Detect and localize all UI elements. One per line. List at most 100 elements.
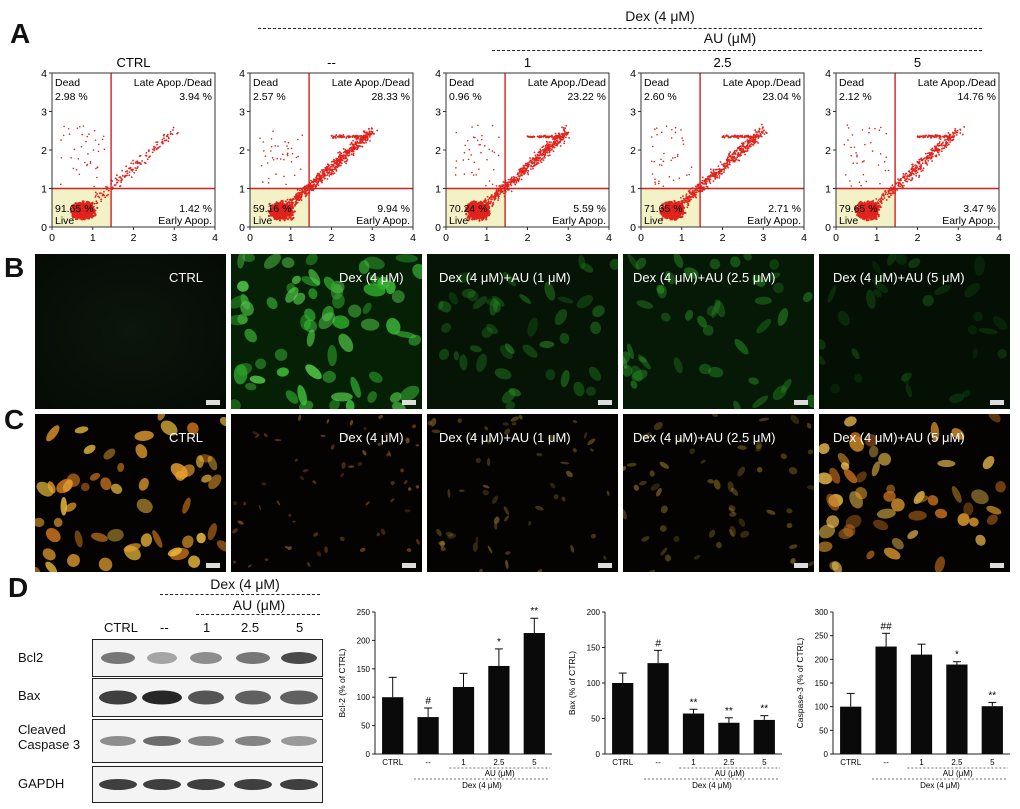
x-tick-label: 4 xyxy=(996,232,1002,244)
micro-b-au5: Dex (4 μM)+AU (5 μM) xyxy=(819,254,1010,409)
x-tick-label: CTRL xyxy=(382,758,403,767)
micro-c-au5: Dex (4 μM)+AU (5 μM) xyxy=(819,414,1010,572)
x-tick-label: 2 xyxy=(915,232,921,244)
micro-c-au1: Dex (4 μM)+AU (1 μM) xyxy=(427,414,618,572)
flow-plot-title: 5 xyxy=(914,55,921,70)
early-value: 9.94 % xyxy=(377,203,410,215)
blot-band xyxy=(147,652,177,664)
bar xyxy=(417,717,438,754)
x-tick-label: 1 xyxy=(919,758,924,767)
y-tick-label: 3 xyxy=(239,107,245,119)
y-tick-label: 1 xyxy=(41,184,47,196)
live-label: Live xyxy=(839,215,858,227)
micro-c-ctrl: CTRL xyxy=(35,414,226,572)
blot-bands xyxy=(99,691,318,705)
micro-label: Dex (4 μM) xyxy=(339,270,404,285)
late-label: Late Apop./Dead xyxy=(528,77,606,89)
micro-label: CTRL xyxy=(169,430,203,445)
x-tick-label: 4 xyxy=(801,232,807,244)
bar xyxy=(488,666,509,754)
early-label: Early Apop. xyxy=(747,215,801,227)
y-axis-label: Bcl-2 (% of CTRL) xyxy=(337,648,347,717)
row-label-gapdh: GAPDH xyxy=(18,776,64,791)
live-value: 59.16 % xyxy=(253,203,292,215)
scale-bar xyxy=(794,400,808,405)
dex-group-label: Dex (4 μM) xyxy=(692,781,732,790)
y-tick-label: 100 xyxy=(587,679,601,688)
y-tick-label: 4 xyxy=(435,68,441,80)
bar xyxy=(911,655,932,754)
significance-label: ** xyxy=(760,704,768,715)
dead-value: 0.96 % xyxy=(449,91,482,103)
x-tick-label: 2 xyxy=(720,232,726,244)
y-tick-label: 0 xyxy=(41,222,47,234)
x-tick-label: 5 xyxy=(990,758,995,767)
x-tick-label: 5 xyxy=(762,758,767,767)
y-tick-label: 50 xyxy=(591,715,600,724)
y-tick-label: 4 xyxy=(41,68,47,80)
x-tick-label: 1 xyxy=(461,758,466,767)
early-value: 3.47 % xyxy=(963,203,996,215)
x-tick-label: 1 xyxy=(288,232,294,244)
scale-bar xyxy=(402,400,416,405)
au-group-label: AU (μM) xyxy=(943,769,973,778)
blot-au-dash xyxy=(196,614,320,615)
blot-band xyxy=(187,779,225,790)
blot-band xyxy=(99,779,137,790)
x-tick-label: 4 xyxy=(606,232,612,244)
blot-au-header: AU (μM) xyxy=(214,597,304,613)
early-value: 2.71 % xyxy=(768,203,801,215)
y-tick-label: 100 xyxy=(815,703,829,712)
y-tick-label: 250 xyxy=(357,608,371,617)
blot-band xyxy=(281,736,317,746)
flow-plot-title: CTRL xyxy=(117,55,151,70)
lane-label-dex: -- xyxy=(160,620,169,635)
x-tick-label: 2.5 xyxy=(723,758,735,767)
micro-label: CTRL xyxy=(169,270,203,285)
y-tick-label: 250 xyxy=(815,632,829,641)
x-tick-label: -- xyxy=(883,758,889,767)
dex-header: Dex (4 μM) xyxy=(590,8,730,24)
flow-plot-title: -- xyxy=(327,55,336,70)
y-tick-label: 4 xyxy=(239,68,245,80)
au-group-label: AU (μM) xyxy=(485,769,515,778)
panel-letter-d: D xyxy=(8,572,28,604)
lane-label-au25: 2.5 xyxy=(241,620,259,635)
late-value: 3.94 % xyxy=(179,91,212,103)
panel-letter-c: C xyxy=(4,404,24,436)
significance-label: ** xyxy=(690,697,698,708)
x-tick-label: 3 xyxy=(955,232,961,244)
dead-value: 2.12 % xyxy=(839,91,872,103)
row-label-caspase3: Cleaved Caspase 3 xyxy=(18,722,88,752)
micro-label: Dex (4 μM)+AU (2.5 μM) xyxy=(633,430,775,445)
late-value: 23.22 % xyxy=(567,91,606,103)
y-tick-label: 150 xyxy=(815,679,829,688)
y-tick-label: 3 xyxy=(825,107,831,119)
late-value: 14.76 % xyxy=(957,91,996,103)
bar xyxy=(875,647,896,754)
bar xyxy=(382,697,403,754)
blot-band xyxy=(101,652,135,664)
y-tick-label: 50 xyxy=(361,722,370,731)
significance-label: * xyxy=(497,637,501,648)
x-tick-label: 1 xyxy=(90,232,96,244)
y-tick-label: 0 xyxy=(824,750,829,759)
x-tick-label: 3 xyxy=(171,232,177,244)
live-label: Live xyxy=(449,215,468,227)
dead-label: Dead xyxy=(644,77,669,89)
y-tick-label: 200 xyxy=(587,608,601,617)
blot-bands xyxy=(100,736,317,746)
x-tick-label: 3 xyxy=(369,232,375,244)
late-value: 28.33 % xyxy=(371,91,410,103)
blot-band xyxy=(99,691,137,705)
blot-band xyxy=(142,691,182,705)
y-tick-label: 200 xyxy=(815,655,829,664)
bar xyxy=(982,706,1003,754)
y-tick-label: 0 xyxy=(825,222,831,234)
blot-band xyxy=(281,652,317,664)
